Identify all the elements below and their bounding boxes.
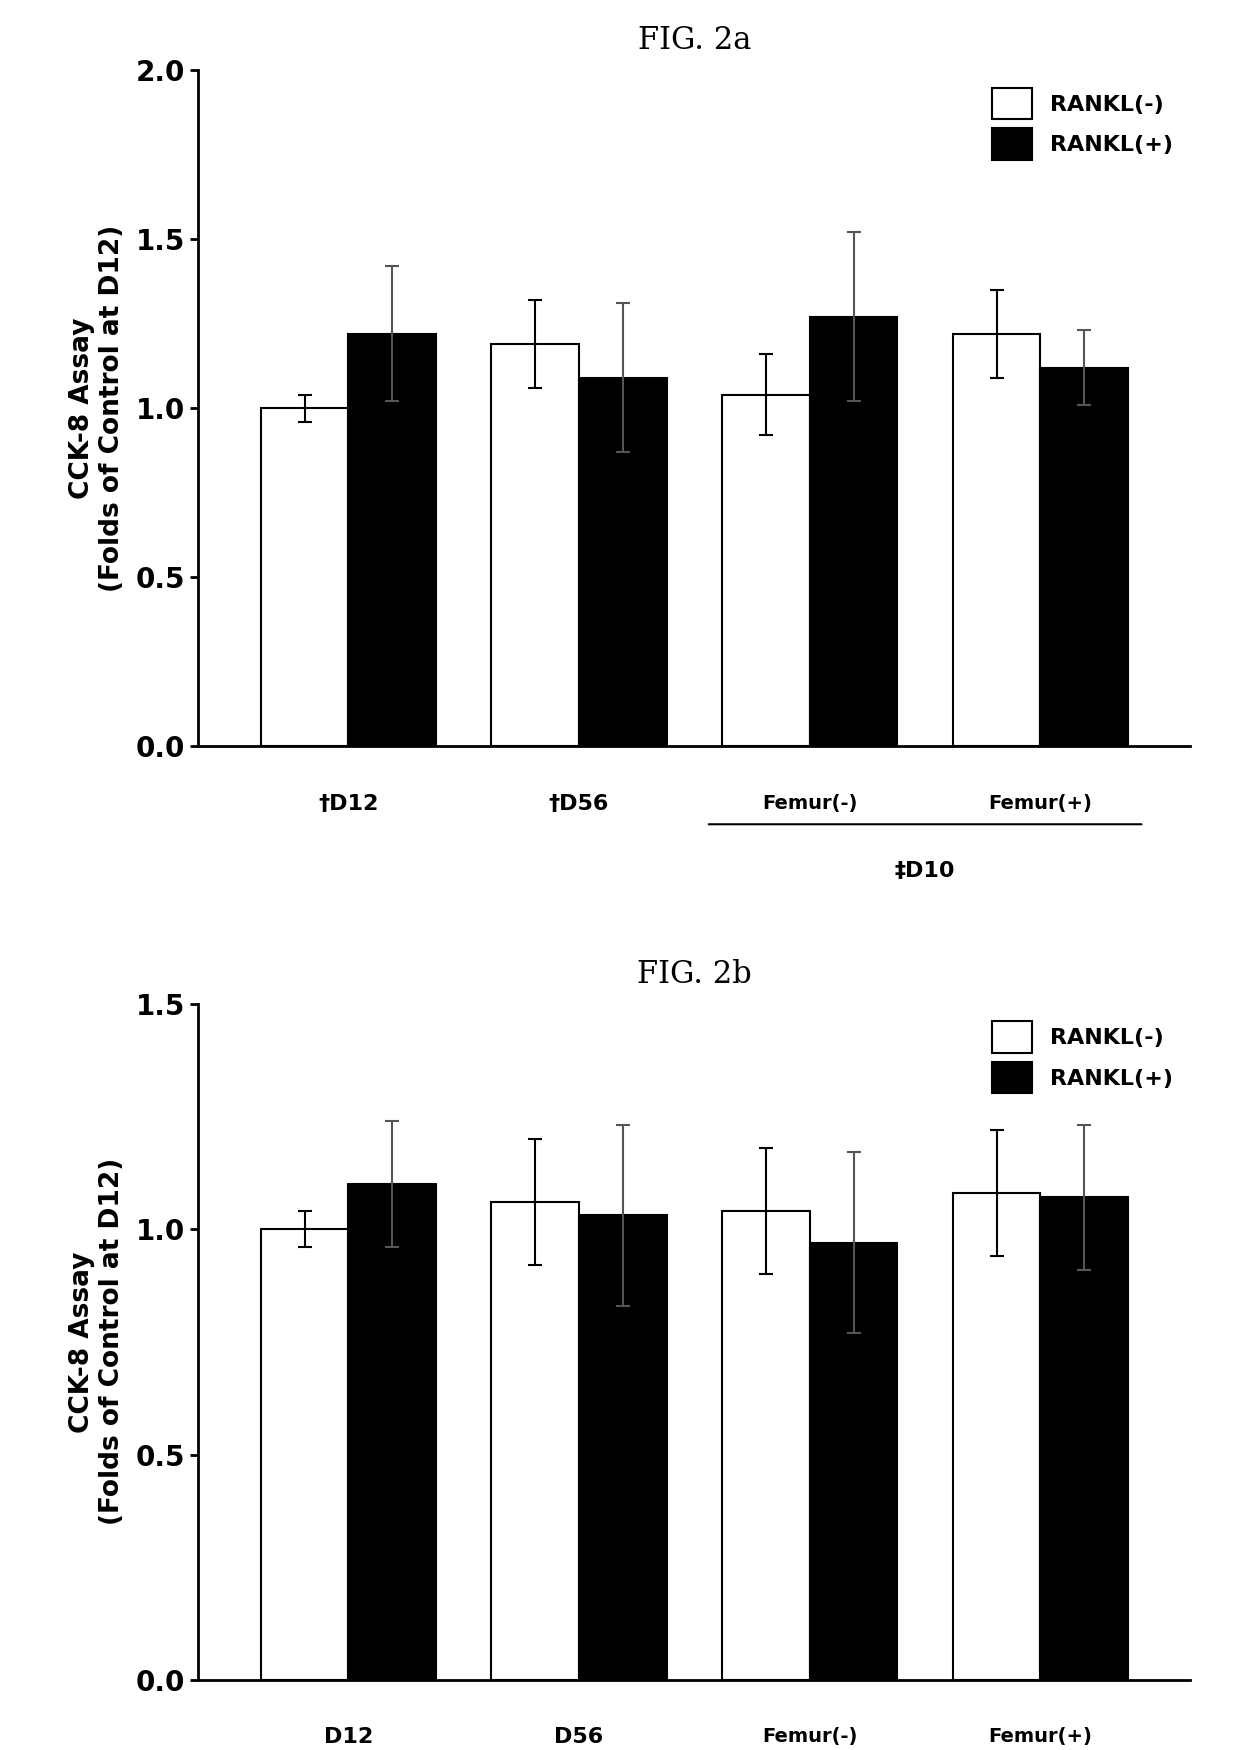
Legend: RANKL(-), RANKL(+): RANKL(-), RANKL(+) xyxy=(985,80,1179,166)
Text: ‡D10: ‡D10 xyxy=(895,861,955,882)
Bar xyxy=(722,396,810,747)
Text: Femur(-): Femur(-) xyxy=(763,794,857,812)
Bar xyxy=(1040,1197,1128,1680)
Bar xyxy=(810,317,898,747)
Text: Femur(-): Femur(-) xyxy=(763,1727,857,1746)
Bar xyxy=(952,1194,1040,1680)
Bar xyxy=(348,1185,436,1680)
Text: Femur(+): Femur(+) xyxy=(988,1727,1092,1746)
Bar xyxy=(260,408,348,747)
Text: †D12: †D12 xyxy=(319,794,378,814)
Text: D12: D12 xyxy=(324,1727,373,1746)
Y-axis label: CCK-8 Assay
(Folds of Control at D12): CCK-8 Assay (Folds of Control at D12) xyxy=(68,224,124,592)
Bar xyxy=(579,378,667,747)
Title: FIG. 2a: FIG. 2a xyxy=(637,24,751,56)
Bar xyxy=(491,1202,579,1680)
Title: FIG. 2b: FIG. 2b xyxy=(637,959,751,990)
Bar xyxy=(810,1242,898,1680)
Bar xyxy=(491,345,579,747)
Legend: RANKL(-), RANKL(+): RANKL(-), RANKL(+) xyxy=(985,1015,1179,1099)
Text: †D56: †D56 xyxy=(549,794,609,814)
Text: D56: D56 xyxy=(554,1727,604,1746)
Y-axis label: CCK-8 Assay
(Folds of Control at D12): CCK-8 Assay (Folds of Control at D12) xyxy=(68,1158,124,1526)
Bar xyxy=(260,1228,348,1680)
Bar xyxy=(722,1211,810,1680)
Bar xyxy=(579,1216,667,1680)
Bar xyxy=(1040,368,1128,747)
Bar xyxy=(952,334,1040,747)
Bar xyxy=(348,334,436,747)
Text: Femur(+): Femur(+) xyxy=(988,794,1092,812)
